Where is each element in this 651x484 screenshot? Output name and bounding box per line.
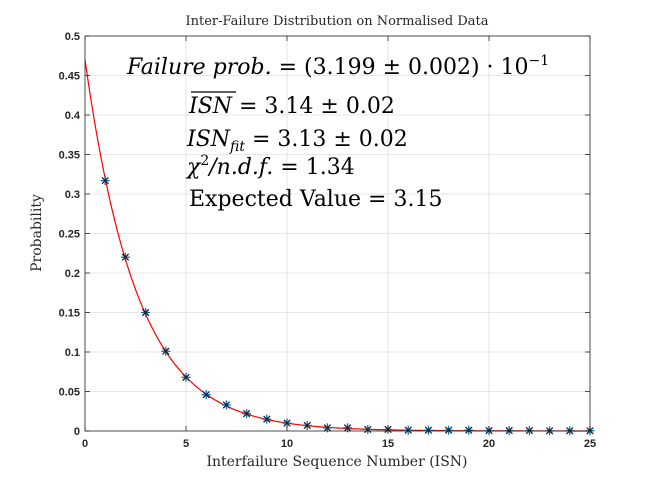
annotation-chi2-lhs: /n.d.f. bbox=[207, 155, 273, 180]
data-point bbox=[201, 390, 211, 400]
annotation-isn-mean: ISN = 3.14 ± 0.02 bbox=[188, 94, 395, 119]
x-ticks: 0 5 10 15 20 25 bbox=[82, 36, 596, 450]
data-point bbox=[363, 424, 373, 434]
y-axis-label: Probability bbox=[29, 194, 45, 272]
y-tick-label: 0.5 bbox=[65, 31, 80, 43]
data-point bbox=[120, 252, 130, 262]
annotation-chi2-chi: χ bbox=[185, 155, 202, 180]
annotation-chi2-sup: 2 bbox=[200, 153, 209, 169]
annotation-failure-prob-value: = (3.199 ± 0.002) · 10 bbox=[272, 55, 529, 80]
x-tick-label: 20 bbox=[483, 438, 495, 450]
data-point bbox=[161, 346, 171, 356]
y-tick-label: 0.35 bbox=[59, 150, 80, 162]
data-point bbox=[464, 425, 474, 435]
x-tick-label: 5 bbox=[183, 438, 189, 450]
data-point bbox=[302, 420, 312, 430]
data-point bbox=[221, 400, 231, 410]
data-point bbox=[141, 308, 151, 317]
annotation-isn-fit-value: = 3.13 ± 0.02 bbox=[245, 127, 408, 152]
y-tick-label: 0.25 bbox=[59, 229, 80, 241]
annotation-failure-prob-exponent: −1 bbox=[529, 53, 550, 69]
y-tick-label: 0.2 bbox=[65, 268, 80, 280]
annotation-isn-fit-lhs: ISN bbox=[186, 127, 231, 152]
y-tick-label: 0.3 bbox=[65, 189, 80, 201]
annotation-chi2: χ2/n.d.f. = 1.34 bbox=[185, 153, 355, 180]
annotation-chi2-value: = 1.34 bbox=[273, 155, 354, 180]
annotation-failure-prob-lhs: Failure prob. bbox=[126, 55, 272, 80]
y-tick-label: 0.15 bbox=[59, 308, 80, 320]
annotation-isn-fit-sub: fit bbox=[229, 139, 245, 155]
annotation-failure-prob: Failure prob. = (3.199 ± 0.002) · 10−1 bbox=[126, 53, 549, 80]
chart-title: Inter-Failure Distribution on Normalised… bbox=[185, 14, 488, 29]
data-point bbox=[403, 425, 413, 435]
y-ticks: 0 0.05 0.1 0.15 0.2 0.25 0.3 0.35 0.4 0.45 0.5 bbox=[59, 31, 590, 438]
data-point bbox=[444, 425, 454, 435]
x-tick-label: 10 bbox=[281, 438, 293, 450]
data-point bbox=[423, 425, 433, 435]
annotations: Failure prob. = (3.199 ± 0.002) · 10−1 I… bbox=[126, 53, 549, 212]
y-tick-label: 0.1 bbox=[65, 347, 80, 359]
data-point bbox=[262, 414, 272, 424]
x-tick-label: 25 bbox=[584, 438, 596, 450]
data-point bbox=[242, 409, 252, 419]
y-tick-label: 0.05 bbox=[59, 387, 80, 399]
x-tick-label: 15 bbox=[382, 438, 394, 450]
x-tick-label: 0 bbox=[82, 438, 88, 450]
data-point bbox=[181, 372, 191, 382]
y-tick-label: 0.4 bbox=[65, 110, 81, 122]
x-axis-label: Interfailure Sequence Number (ISN) bbox=[206, 454, 467, 470]
annotation-isn-mean-value: = 3.14 ± 0.02 bbox=[232, 94, 395, 119]
y-tick-label: 0 bbox=[74, 426, 80, 438]
annotation-isn-mean-lhs: ISN bbox=[188, 94, 233, 119]
annotation-isn-fit: ISNfit = 3.13 ± 0.02 bbox=[186, 127, 408, 155]
data-point bbox=[100, 176, 110, 186]
y-tick-label: 0.45 bbox=[59, 71, 80, 83]
annotation-expected-value: Expected Value = 3.15 bbox=[189, 187, 442, 212]
